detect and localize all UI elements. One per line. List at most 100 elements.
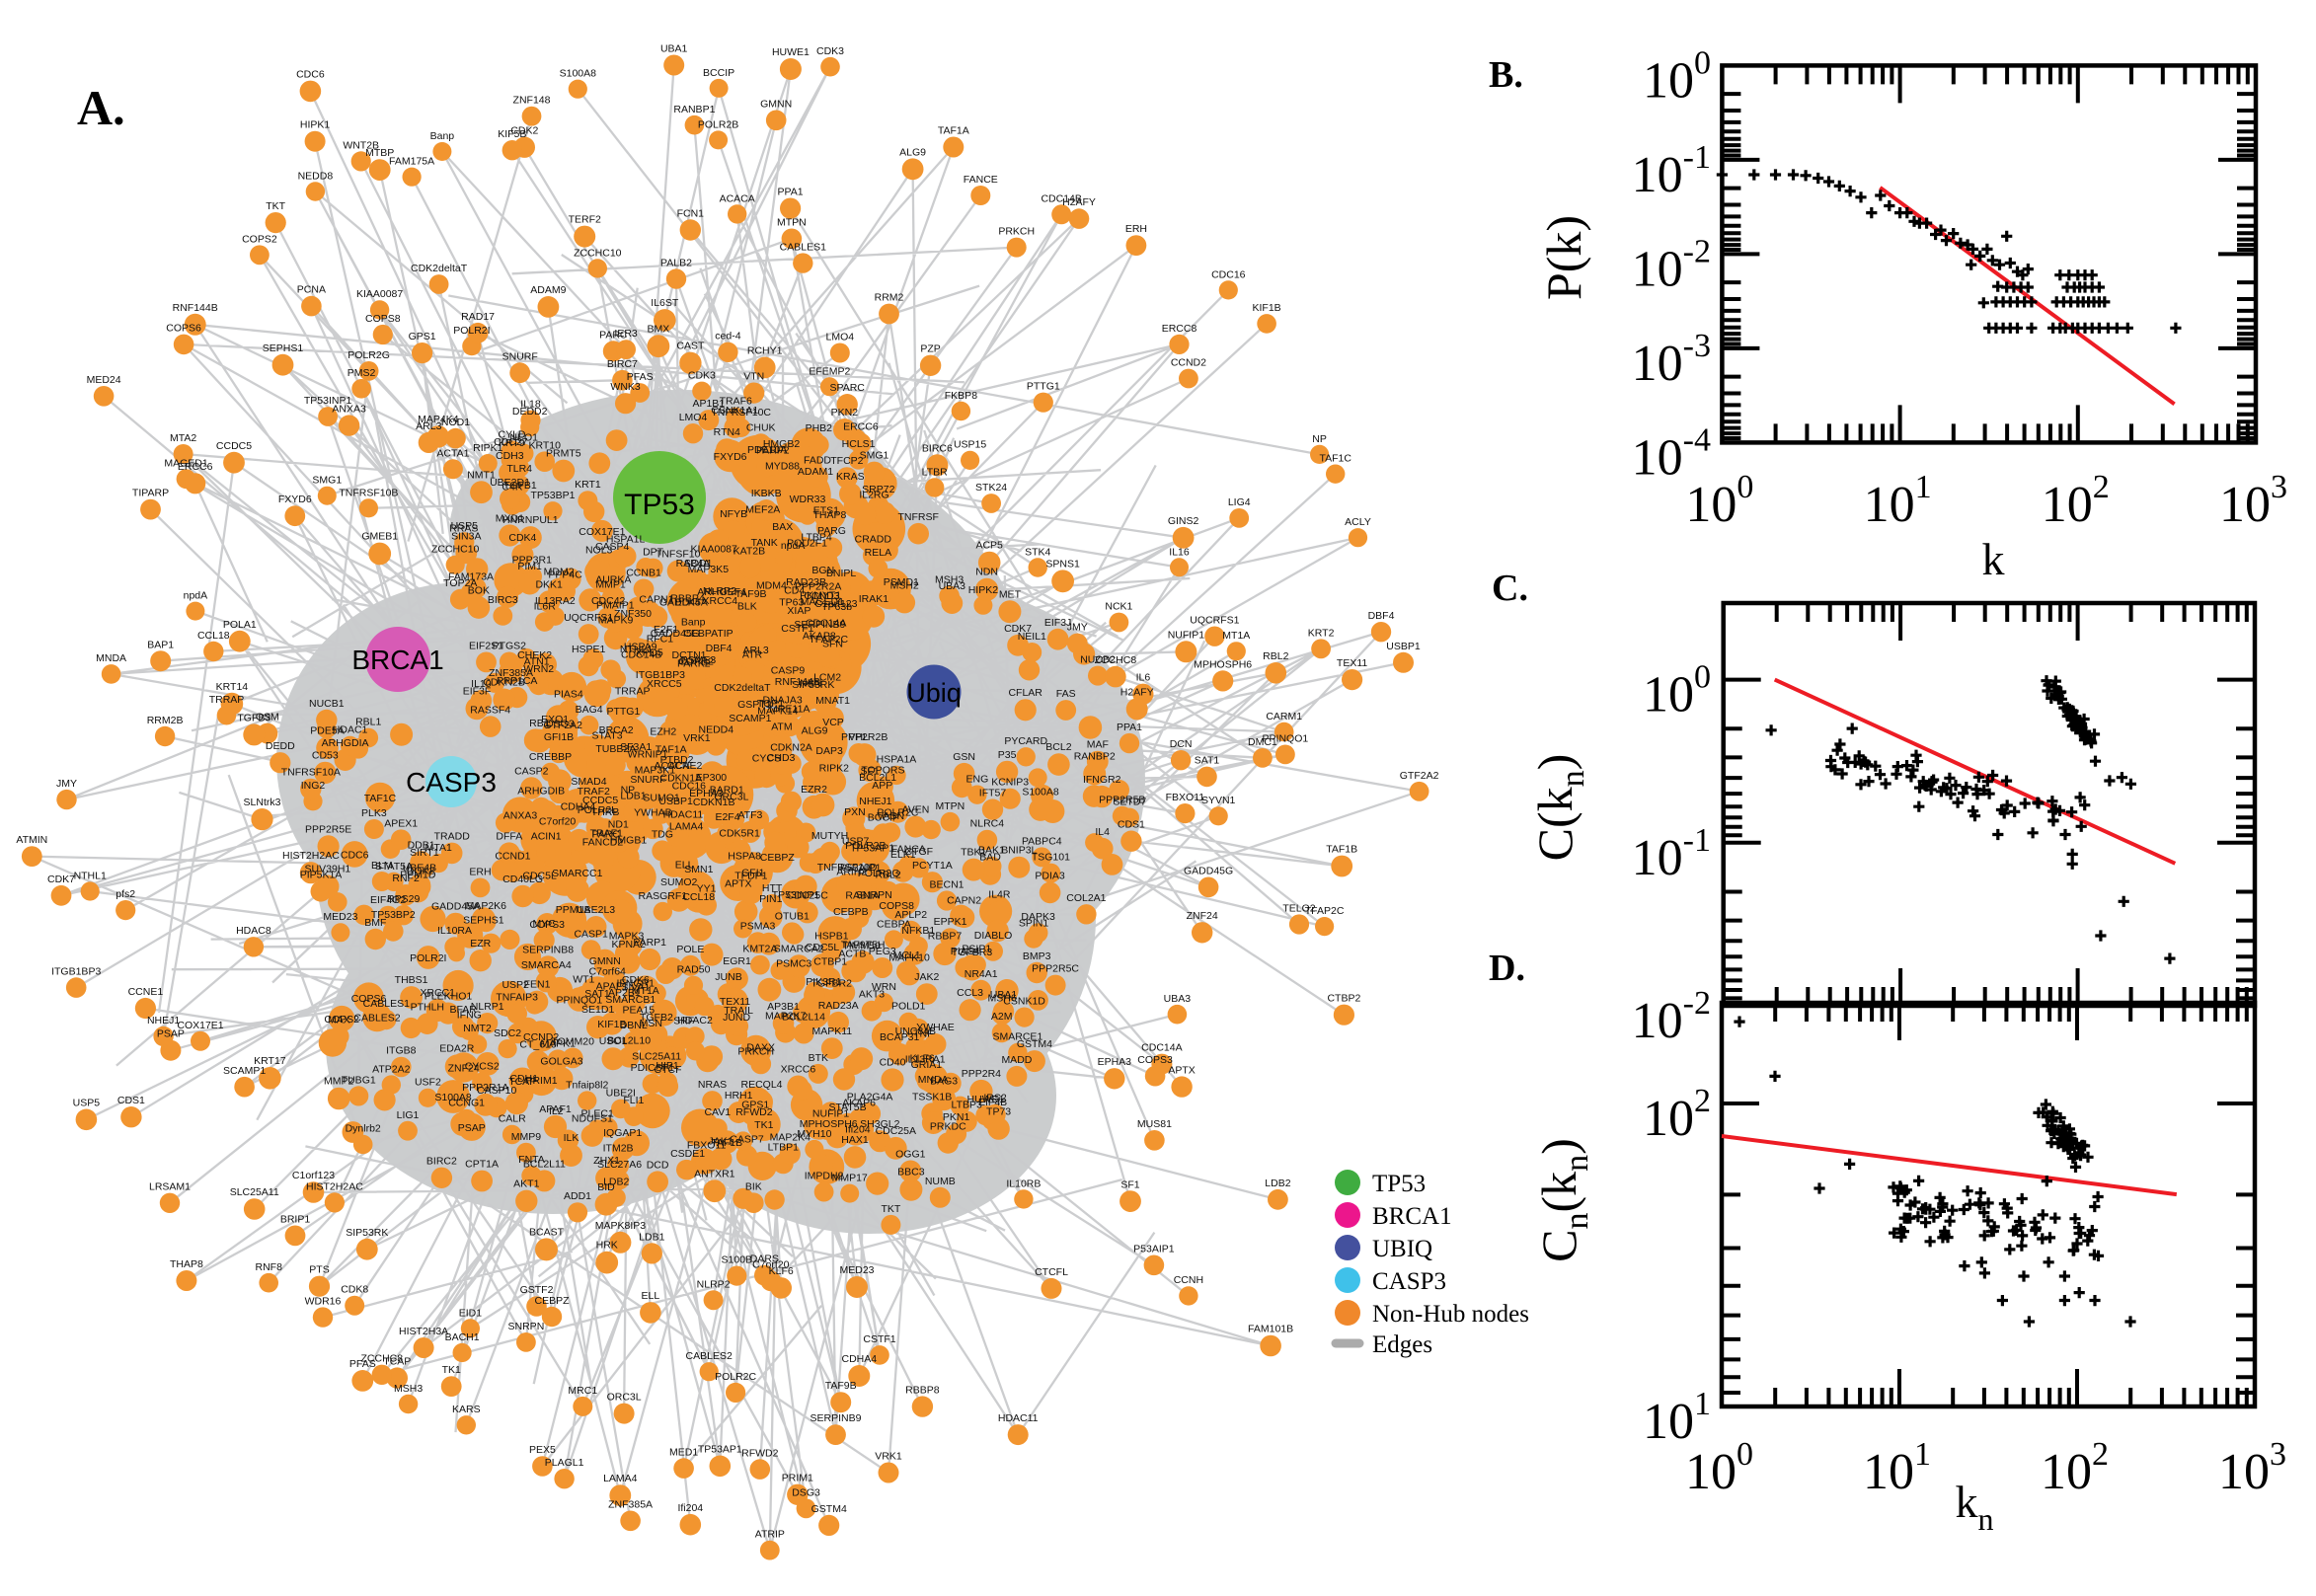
svg-text:CD40: CD40 xyxy=(880,1056,906,1068)
svg-text:DBF4: DBF4 xyxy=(706,643,733,654)
svg-text:TCAP: TCAP xyxy=(383,1355,411,1367)
svg-text:KLF6: KLF6 xyxy=(769,1265,794,1277)
svg-text:HSPA1A: HSPA1A xyxy=(877,754,917,766)
svg-text:UBA3: UBA3 xyxy=(1164,993,1192,1005)
svg-text:POU2F1: POU2F1 xyxy=(787,537,827,549)
svg-text:PMAIP1: PMAIP1 xyxy=(596,599,635,611)
svg-text:CDS1: CDS1 xyxy=(117,1095,145,1106)
svg-text:SEPHS1: SEPHS1 xyxy=(463,915,504,927)
svg-text:PSIP1: PSIP1 xyxy=(962,944,991,955)
svg-text:B.: B. xyxy=(1489,54,1523,96)
svg-text:ELK1: ELK1 xyxy=(890,849,916,861)
svg-text:EID1: EID1 xyxy=(459,1307,483,1319)
svg-text:DEDD2: DEDD2 xyxy=(512,406,548,418)
svg-text:SMARCE1: SMARCE1 xyxy=(993,1031,1043,1043)
svg-text:PPP2R5C: PPP2R5C xyxy=(1032,963,1079,975)
svg-text:ATN1: ATN1 xyxy=(524,656,550,668)
svg-text:HIST2H2AC: HIST2H2AC xyxy=(282,850,340,862)
svg-text:IFNGR1: IFNGR1 xyxy=(616,978,655,990)
svg-text:PKMYT1: PKMYT1 xyxy=(800,589,841,601)
svg-text:SDC2: SDC2 xyxy=(494,1027,521,1039)
svg-text:YWHAE: YWHAE xyxy=(916,1022,955,1033)
svg-text:PKN1: PKN1 xyxy=(943,1111,970,1123)
svg-text:CCND2: CCND2 xyxy=(523,1031,559,1043)
svg-text:CTBP1: CTBP1 xyxy=(813,955,847,967)
svg-text:BMF: BMF xyxy=(364,917,386,929)
svg-text:PARK2: PARK2 xyxy=(677,657,711,669)
svg-text:LAMA4: LAMA4 xyxy=(603,1473,638,1484)
svg-text:P(k): P(k) xyxy=(1536,215,1591,300)
svg-text:ERCC6: ERCC6 xyxy=(843,421,879,433)
svg-text:SIRT1: SIRT1 xyxy=(410,847,439,859)
svg-text:LDB2: LDB2 xyxy=(603,1177,629,1188)
svg-text:EIF4G2: EIF4G2 xyxy=(370,894,406,906)
svg-text:RCHY1: RCHY1 xyxy=(747,344,783,356)
svg-text:GADD45A: GADD45A xyxy=(659,597,708,609)
svg-text:MTPN: MTPN xyxy=(936,800,965,812)
svg-text:ERH: ERH xyxy=(469,867,491,878)
svg-text:IL10RB: IL10RB xyxy=(1006,1178,1041,1189)
svg-text:TEX11: TEX11 xyxy=(720,996,750,1008)
svg-text:TRRAP: TRRAP xyxy=(615,686,651,698)
svg-text:KIAA0087: KIAA0087 xyxy=(356,288,403,300)
svg-text:TNFSF10: TNFSF10 xyxy=(656,549,701,561)
svg-text:SF1: SF1 xyxy=(1120,1178,1139,1190)
svg-text:FBXO11: FBXO11 xyxy=(1166,792,1205,803)
svg-text:HIPK2: HIPK2 xyxy=(968,584,999,596)
svg-text:MNDA: MNDA xyxy=(96,652,126,664)
svg-text:COPS6: COPS6 xyxy=(351,993,387,1005)
svg-text:CASP3: CASP3 xyxy=(406,767,497,798)
svg-text:HUWE1: HUWE1 xyxy=(967,1094,1005,1105)
svg-text:ELK4: ELK4 xyxy=(675,597,701,609)
svg-text:POLR2C: POLR2C xyxy=(877,807,918,819)
svg-text:NMT1: NMT1 xyxy=(467,469,496,481)
svg-text:ZCCHC8: ZCCHC8 xyxy=(361,1353,404,1365)
svg-text:BMX: BMX xyxy=(648,323,670,335)
svg-text:FAM173A: FAM173A xyxy=(448,571,494,583)
svg-text:Banp: Banp xyxy=(681,617,706,629)
svg-text:CEBPZ: CEBPZ xyxy=(760,852,796,864)
svg-text:HSPB1: HSPB1 xyxy=(814,931,849,943)
svg-text:GADD45G: GADD45G xyxy=(651,628,700,640)
svg-text:GSTM4: GSTM4 xyxy=(811,1503,847,1515)
svg-text:ARL3: ARL3 xyxy=(416,420,441,432)
svg-text:PSAP: PSAP xyxy=(157,1028,185,1040)
svg-text:KRT14: KRT14 xyxy=(216,681,249,693)
svg-text:CSDE1: CSDE1 xyxy=(670,1148,705,1160)
svg-text:POLR2B: POLR2B xyxy=(845,840,886,852)
svg-text:ACACA: ACACA xyxy=(720,192,755,204)
svg-text:NUCB1: NUCB1 xyxy=(309,698,345,710)
svg-text:TDG: TDG xyxy=(652,828,673,840)
svg-text:PCYT1A: PCYT1A xyxy=(912,860,953,872)
svg-text:SCAMP1: SCAMP1 xyxy=(223,1065,266,1077)
svg-text:ACIN1: ACIN1 xyxy=(531,831,562,843)
svg-text:TNFRSF10D: TNFRSF10D xyxy=(817,862,878,874)
svg-text:CDK2: CDK2 xyxy=(510,125,538,137)
svg-text:NFYB: NFYB xyxy=(720,508,747,520)
svg-text:AKT3: AKT3 xyxy=(859,989,885,1001)
svg-text:HSPA9: HSPA9 xyxy=(624,641,657,652)
svg-text:CDK6: CDK6 xyxy=(622,974,650,986)
svg-text:NRAS: NRAS xyxy=(698,1079,727,1091)
svg-text:BCCIP: BCCIP xyxy=(868,811,899,823)
svg-text:HRK: HRK xyxy=(596,1240,618,1252)
svg-text:Tnfaip8l2: Tnfaip8l2 xyxy=(566,1079,608,1091)
svg-text:TGFBR2: TGFBR2 xyxy=(811,978,852,990)
svg-text:KRT1: KRT1 xyxy=(575,479,601,491)
svg-text:CSNK1D: CSNK1D xyxy=(1003,996,1045,1008)
svg-text:MED1: MED1 xyxy=(669,1446,698,1458)
svg-text:HDAC2: HDAC2 xyxy=(677,1015,713,1026)
svg-text:THAP8: THAP8 xyxy=(812,509,846,521)
svg-text:EFEMP2: EFEMP2 xyxy=(809,365,850,377)
svg-text:RAD23A: RAD23A xyxy=(818,1000,859,1012)
svg-text:MMP17: MMP17 xyxy=(832,1173,868,1184)
svg-text:AVEN: AVEN xyxy=(901,804,929,816)
svg-text:XRCC5: XRCC5 xyxy=(647,678,682,690)
svg-text:SMAD4: SMAD4 xyxy=(571,776,606,788)
svg-text:Ifi204: Ifi204 xyxy=(677,1502,703,1514)
svg-text:H2AFY: H2AFY xyxy=(1120,686,1154,698)
svg-text:Banp: Banp xyxy=(430,130,455,142)
svg-text:PARP1: PARP1 xyxy=(633,937,666,949)
svg-text:CABLES1: CABLES1 xyxy=(780,241,826,253)
svg-text:COPB2: COPB2 xyxy=(678,655,714,667)
